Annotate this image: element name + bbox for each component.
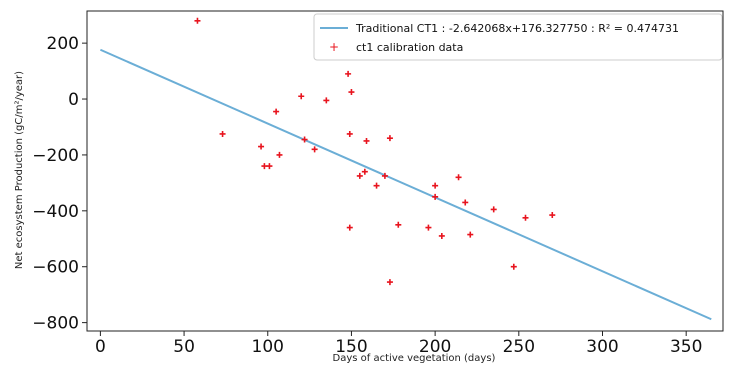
data-point: [511, 264, 517, 270]
y-axis-ticks: 200 0 −200 −400 −600 −800: [32, 34, 87, 333]
y-tick-label: 200: [47, 34, 79, 54]
x-tick-label: 100: [252, 337, 284, 357]
data-point: [312, 146, 318, 152]
data-point: [456, 174, 462, 180]
data-point: [220, 131, 226, 137]
y-axis-label: Net ecosystem Production (gC/m²/year): [14, 71, 25, 269]
data-point: [439, 233, 445, 239]
data-point: [362, 169, 368, 175]
data-point: [323, 97, 329, 103]
x-tick-label: 300: [586, 337, 618, 357]
data-point: [347, 225, 353, 231]
data-point: [395, 222, 401, 228]
x-tick-label: 350: [670, 337, 702, 357]
x-tick-label: 250: [503, 337, 535, 357]
data-point: [387, 135, 393, 141]
data-point: [276, 152, 282, 158]
y-tick-label: 0: [68, 90, 79, 110]
data-point: [194, 18, 200, 24]
data-point: [266, 163, 272, 169]
data-point: [467, 232, 473, 238]
data-point: [345, 71, 351, 77]
x-tick-label: 0: [95, 337, 106, 357]
data-point: [348, 89, 354, 95]
y-tick-label: −800: [32, 314, 79, 334]
x-axis-label: Days of active vegetation (days): [333, 353, 496, 364]
x-tick-label: 50: [173, 337, 195, 357]
data-point: [523, 215, 529, 221]
data-point: [462, 199, 468, 205]
data-point: [258, 144, 264, 150]
legend: Traditional CT1 : -2.642068x+176.327750 …: [314, 14, 722, 60]
data-point: [357, 173, 363, 179]
data-point: [549, 212, 555, 218]
legend-line-label: Traditional CT1 : -2.642068x+176.327750 …: [355, 22, 679, 35]
data-point: [491, 206, 497, 212]
data-point: [432, 183, 438, 189]
data-point: [364, 138, 370, 144]
y-tick-label: −600: [32, 258, 79, 278]
data-point: [374, 183, 380, 189]
data-point: [387, 279, 393, 285]
y-tick-label: −200: [32, 146, 79, 166]
legend-point-label: ct1 calibration data: [356, 41, 463, 54]
regression-line: [100, 50, 711, 320]
legend-point-swatch: +: [329, 40, 339, 54]
y-tick-label: −400: [32, 202, 79, 222]
data-point: [347, 131, 353, 137]
data-point: [425, 225, 431, 231]
data-point: [298, 93, 304, 99]
data-point: [273, 109, 279, 115]
data-marks: [100, 18, 711, 319]
